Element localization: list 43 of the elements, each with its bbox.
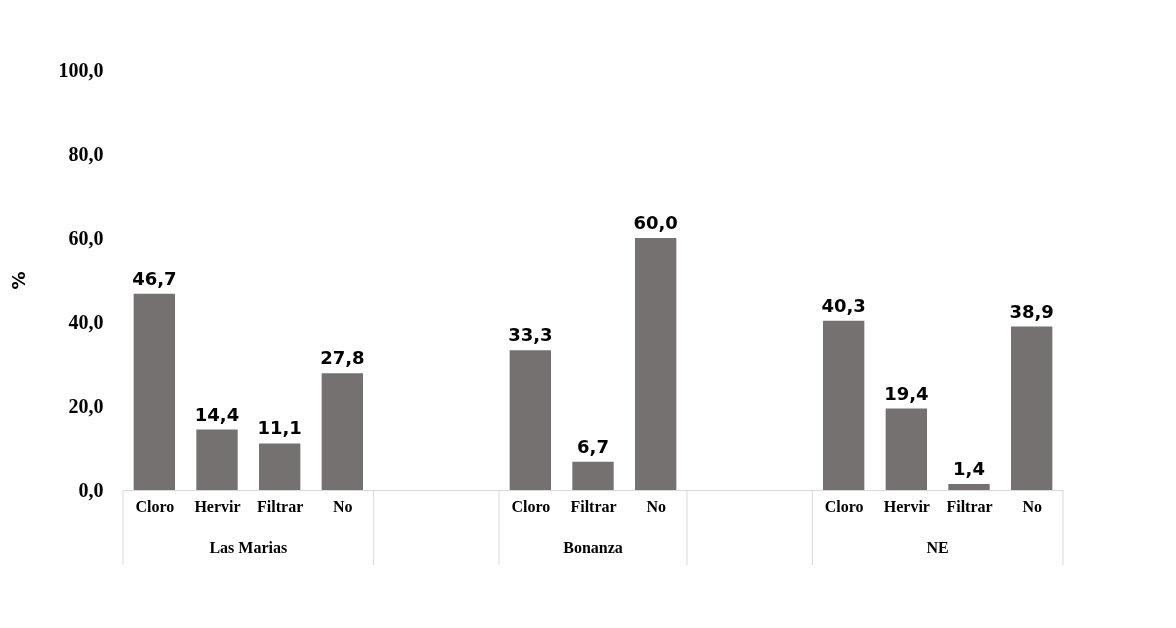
- data-label: 40,3: [821, 294, 866, 316]
- y-tick-label: 60,0: [68, 226, 104, 249]
- bar: [885, 408, 928, 490]
- bar: [948, 484, 990, 490]
- x-tick-label: Filtrar: [570, 497, 617, 515]
- y-tick-label: 40,0: [68, 310, 104, 333]
- data-label: 6,7: [577, 435, 609, 457]
- y-tick-label: 100,0: [58, 58, 104, 81]
- data-label: 27,8: [320, 347, 365, 369]
- x-tick-label: Filtrar: [946, 497, 993, 515]
- bar: [133, 293, 176, 490]
- data-label: 46,7: [132, 267, 177, 289]
- y-tick-label: 0,0: [78, 478, 104, 501]
- bar: [509, 350, 552, 490]
- bar: [321, 373, 364, 490]
- data-label: 60,0: [633, 212, 678, 233]
- x-tick-label: Cloro: [511, 497, 551, 515]
- text: Las Marias: [209, 539, 288, 556]
- text: Bonanza: [563, 539, 623, 556]
- data-label: 19,4: [884, 382, 929, 404]
- bar: [258, 443, 301, 490]
- x-tick-label: Filtrar: [257, 497, 304, 515]
- x-tick-label: No: [333, 497, 353, 515]
- bar: [196, 429, 238, 490]
- bar: [822, 320, 865, 490]
- x-tick-label: Cloro: [135, 497, 175, 515]
- bar: [1010, 326, 1053, 490]
- y-axis-title: %: [7, 271, 29, 290]
- x-tick-label: Hervir: [883, 497, 930, 515]
- data-label: 1,4: [953, 458, 985, 480]
- y-tick-label: 20,0: [68, 394, 104, 417]
- y-tick-label: 80,0: [68, 142, 104, 165]
- x-tick-label: Cloro: [824, 497, 864, 515]
- data-label: 38,9: [1009, 300, 1054, 322]
- x-tick-label: No: [646, 497, 666, 515]
- text: NE: [926, 539, 949, 556]
- data-label: 33,3: [508, 324, 553, 346]
- bar: [572, 461, 614, 490]
- x-tick-label: No: [1022, 497, 1042, 515]
- x-tick-label: Hervir: [194, 497, 241, 515]
- data-label: 11,1: [257, 417, 302, 439]
- bar: [634, 238, 677, 490]
- data-label: 14,4: [194, 403, 240, 425]
